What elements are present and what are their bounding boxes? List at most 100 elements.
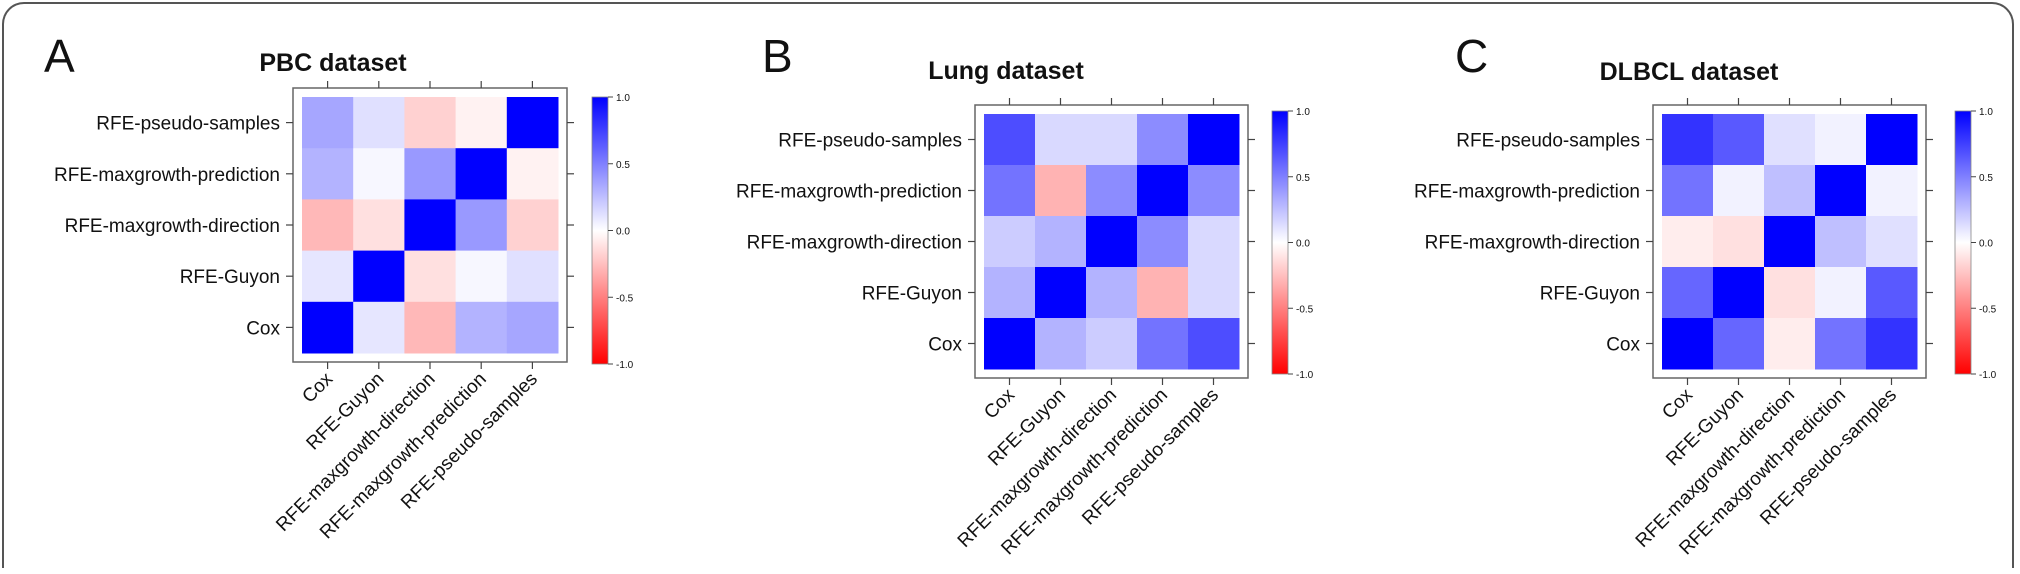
heatmap-cell [404, 148, 457, 200]
heatmap-cell [1815, 114, 1867, 166]
heatmap-cell [1662, 114, 1714, 166]
legend-tick-label: 0.0 [1979, 239, 1993, 250]
heatmap-cell [353, 250, 405, 303]
chart-title: PBC dataset [259, 49, 407, 77]
y-tick-label: RFE-maxgrowth-direction [65, 216, 280, 237]
heatmap-cell [1035, 267, 1087, 319]
heatmap-cell [1188, 165, 1240, 217]
legend-tick-label: -1.0 [616, 360, 634, 371]
heatmap-cell [1866, 165, 1918, 217]
heatmap-cell [984, 216, 1036, 268]
heatmap-cell [1866, 318, 1918, 370]
heatmap-cell [1662, 165, 1714, 217]
heatmap-cell [1188, 114, 1240, 166]
heatmap-cell [1866, 114, 1918, 166]
heatmap-cell [1662, 267, 1714, 319]
y-tick-label: RFE-Guyon [180, 267, 280, 288]
legend-tick-label: 1.0 [616, 93, 630, 104]
legend-tick-label: -1.0 [1979, 370, 1997, 381]
heatmap-cell [1086, 318, 1138, 370]
heatmap-cell [404, 97, 457, 149]
y-tick-label: RFE-Guyon [862, 284, 962, 305]
heatmap-cell [353, 199, 405, 252]
heatmap-cell [1866, 216, 1918, 268]
heatmap-cell [1662, 216, 1714, 268]
heatmap-cell [1764, 267, 1816, 319]
x-tick-label: Cox [298, 368, 337, 407]
heatmap-cell [1713, 318, 1765, 370]
legend-tick-label: -0.5 [1296, 304, 1314, 315]
x-tick-label: Cox [980, 384, 1019, 423]
heatmap-cell [1713, 165, 1765, 217]
heatmap-cell [1137, 165, 1189, 217]
legend-tick-label: 0.0 [616, 227, 630, 238]
color-legend-bar [591, 96, 609, 365]
heatmap-cell [1188, 216, 1240, 268]
heatmap-cell [1086, 216, 1138, 268]
heatmap-cell [1764, 165, 1816, 217]
legend-tick-label: 1.0 [1296, 107, 1310, 118]
heatmap-cell [1137, 114, 1189, 166]
heatmap-cell [1137, 216, 1189, 268]
heatmap-cell [506, 250, 559, 303]
legend-tick-label: -0.5 [1979, 304, 1997, 315]
heatmap-panel-c: C DLBCL dataset RFE-pseudo-samples RFE-maxg… [1414, 30, 1997, 559]
heatmap-cell [302, 199, 354, 252]
heatmap-cell [455, 148, 508, 200]
heatmap-cell [1713, 267, 1765, 319]
legend-tick-label: 1.0 [1979, 107, 1993, 118]
heatmap-cell [455, 97, 508, 149]
color-legend-bar [1271, 110, 1289, 375]
legend-tick-label: 0.0 [1296, 239, 1310, 250]
heatmap-cell [1815, 267, 1867, 319]
heatmap-cell [1764, 216, 1816, 268]
heatmap-cell [455, 250, 508, 303]
legend-tick-label: -1.0 [1296, 370, 1314, 381]
chart-title: Lung dataset [928, 57, 1084, 85]
y-tick-label: RFE-maxgrowth-prediction [736, 182, 962, 203]
chart-title: DLBCL dataset [1600, 58, 1779, 86]
color-legend-bar [1954, 110, 1972, 375]
heatmap-cell [1086, 165, 1138, 217]
legend-tick-label: 0.5 [1979, 173, 1993, 184]
heatmap-cell [302, 97, 354, 149]
y-tick-label: Cox [246, 318, 280, 339]
heatmap-cell [506, 199, 559, 252]
panel-letter: B [762, 30, 793, 82]
heatmap-cell [404, 250, 457, 303]
heatmap-cell [984, 165, 1036, 217]
y-tick-label: RFE-pseudo-samples [778, 131, 962, 152]
y-tick-label: Cox [928, 335, 962, 356]
legend-tick-label: 0.5 [1296, 173, 1310, 184]
heatmap-cell [984, 267, 1036, 319]
heatmap-cell [1137, 267, 1189, 319]
heatmap-cell [1662, 318, 1714, 370]
heatmap-cell [984, 114, 1036, 166]
heatmap-cell [1035, 318, 1087, 370]
heatmap-cell [1764, 318, 1816, 370]
heatmap-cell [506, 301, 559, 354]
heatmap-cell [984, 318, 1036, 370]
panel-letter: C [1455, 30, 1488, 82]
heatmap-cell [455, 301, 508, 354]
heatmap-cell [302, 250, 354, 303]
heatmap-cell [404, 199, 457, 252]
heatmap-cell [506, 97, 559, 149]
heatmap-cell [1188, 318, 1240, 370]
heatmap-cell [353, 148, 405, 200]
heatmap-cell [1815, 165, 1867, 217]
heatmap-cell [1713, 216, 1765, 268]
legend-tick-label: 0.5 [616, 160, 630, 171]
heatmap-cell [353, 301, 405, 354]
heatmap-cell [1086, 267, 1138, 319]
y-tick-label: RFE-pseudo-samples [1456, 131, 1640, 152]
heatmap-cell [1764, 114, 1816, 166]
heatmap-cell [1866, 267, 1918, 319]
heatmap-cell [353, 97, 405, 149]
panel-letter: A [44, 30, 75, 82]
y-tick-label: RFE-pseudo-samples [96, 114, 280, 135]
heatmap-cell [1086, 114, 1138, 166]
heatmap-cell [302, 301, 354, 354]
